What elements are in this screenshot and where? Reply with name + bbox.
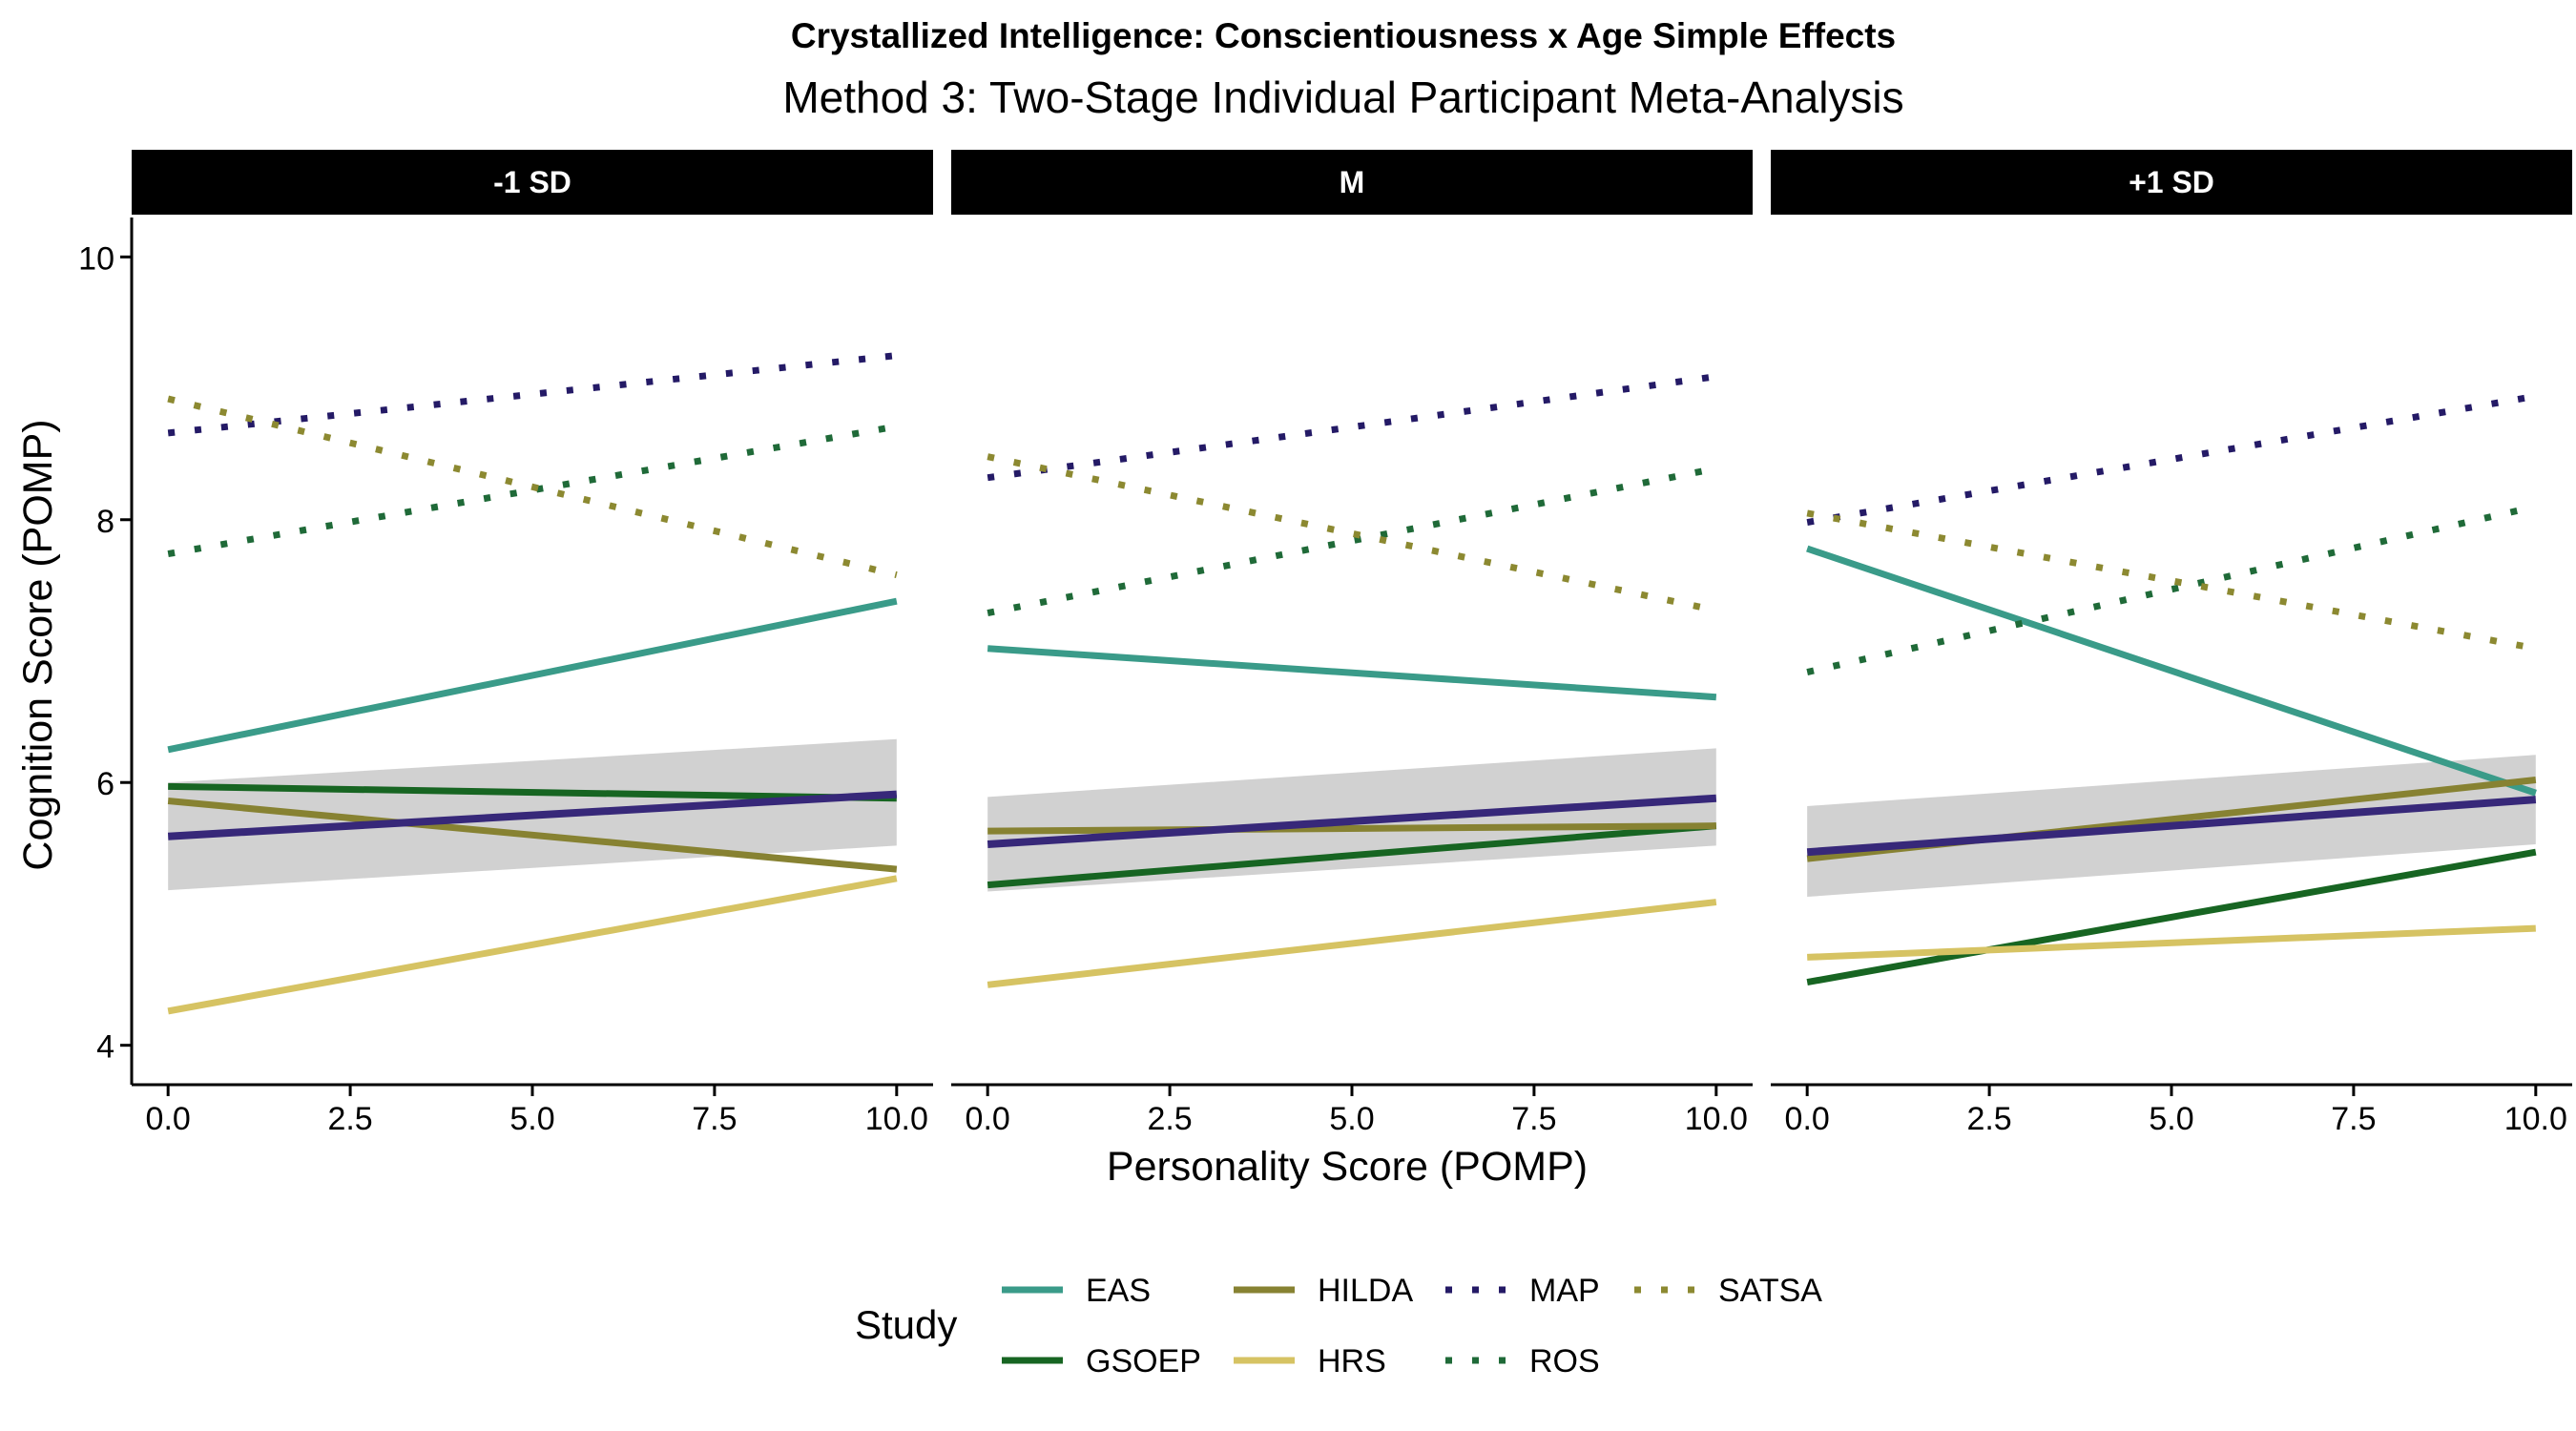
x-tick-label: 10.0 [865,1101,928,1137]
pooled-estimate-line [167,790,898,840]
x-tick-label: 2.5 [327,1101,372,1137]
facet-strip [132,150,933,215]
x-tick-label: 0.0 [1785,1101,1830,1137]
legend-label-map: MAP [1529,1273,1600,1309]
facet-strip-label: M [1340,165,1365,199]
y-tick-label: 10 [78,240,114,277]
facet-strip-label: +1 SD [2129,165,2214,199]
series-line-ros [987,465,1717,616]
series-line-map [167,352,898,437]
facet-strip [951,150,1753,215]
series-line-satsa [1806,509,2537,653]
series-line-satsa [167,395,898,579]
y-tick-label: 6 [96,766,114,802]
x-tick-label: 10.0 [1685,1101,1748,1137]
y-axis: 4 6 8 10 [78,218,134,1085]
series-line-eas [987,645,1717,701]
series-line-gsoep [1806,848,2537,986]
facet-strip [1771,150,2572,215]
legend: EAS GSOEP HILDA HRS MAP ROS SATSA [1002,1273,1822,1379]
series-line-hilda [987,822,1716,835]
x-tick-label: 7.5 [2331,1101,2376,1137]
series-line-map [1806,392,2537,526]
legend-label-ros: ROS [1529,1343,1600,1379]
series-line-gsoep [987,822,1717,889]
x-axis-label: Personality Score (POMP) [1107,1144,1588,1190]
y-tick-label: 4 [96,1029,114,1066]
series-line-hilda [167,798,898,873]
facet-strip-label: -1 SD [493,165,571,199]
x-tick-label: 5.0 [1329,1101,1374,1137]
legend-label-hilda: HILDA [1318,1273,1413,1309]
x-tick-label: 0.0 [146,1101,191,1137]
legend-label-gsoep: GSOEP [1086,1343,1201,1379]
series-line-map [987,373,1717,482]
series-line-ros [167,423,898,558]
x-tick-label: 2.5 [1147,1101,1192,1137]
facet-panels: 4 6 8 10 -1 SD 0.0 2.5 5.0 7.5 10.0 M 0.0 2.5 5.0 7.5 1… [78,150,2572,1137]
pooled-estimate-line [1806,796,2537,857]
pooled-estimate-line [987,794,1717,848]
x-tick-label: 2.5 [1966,1101,2011,1137]
legend-label-eas: EAS [1086,1273,1151,1309]
x-tick-label: 0.0 [966,1101,1010,1137]
series-line-satsa [987,453,1717,614]
legend-label-satsa: SATSA [1718,1273,1822,1309]
y-axis-label: Cognition Score (POMP) [15,419,61,870]
series-line-eas [167,597,898,754]
panel-2: M 0.0 2.5 5.0 7.5 10.0 [951,150,1753,1137]
panel-3: +1 SD 0.0 2.5 5.0 7.5 10.0 [1771,150,2572,1137]
y-tick-label: 8 [96,504,114,540]
legend-label-hrs: HRS [1318,1343,1386,1379]
series-line-eas [1806,545,2537,797]
chart-title: Crystallized Intelligence: Conscientious… [791,16,1896,55]
series-line-hrs [987,899,1717,988]
x-tick-label: 7.5 [692,1101,737,1137]
panel-1: -1 SD 0.0 2.5 5.0 7.5 10.0 [132,150,933,1137]
x-tick-label: 7.5 [1511,1101,1556,1137]
x-tick-label: 10.0 [2504,1101,2567,1137]
x-tick-label: 5.0 [2149,1101,2193,1137]
series-line-hrs [1807,924,2536,961]
legend-title: Study [855,1302,957,1347]
chart-subtitle: Method 3: Two-Stage Individual Participa… [782,73,1903,122]
series-line-hrs [167,875,898,1015]
series-line-gsoep [168,782,897,802]
x-tick-label: 5.0 [509,1101,554,1137]
